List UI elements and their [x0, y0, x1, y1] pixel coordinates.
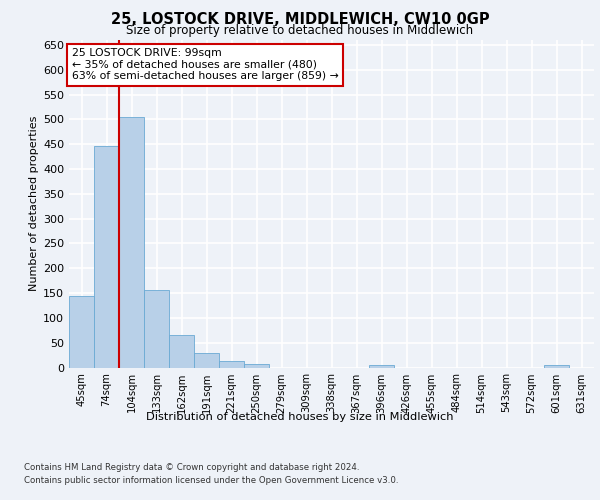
Bar — [144, 290, 169, 368]
Bar — [219, 361, 244, 368]
Bar — [69, 296, 94, 368]
Bar — [244, 364, 269, 368]
Bar — [194, 352, 219, 368]
Bar — [369, 365, 394, 368]
Y-axis label: Number of detached properties: Number of detached properties — [29, 116, 39, 292]
Text: Distribution of detached houses by size in Middlewich: Distribution of detached houses by size … — [146, 412, 454, 422]
Bar — [94, 146, 119, 368]
Text: 25, LOSTOCK DRIVE, MIDDLEWICH, CW10 0GP: 25, LOSTOCK DRIVE, MIDDLEWICH, CW10 0GP — [110, 12, 490, 28]
Bar — [169, 335, 194, 368]
Bar — [544, 365, 569, 368]
Bar — [119, 117, 144, 368]
Text: Contains public sector information licensed under the Open Government Licence v3: Contains public sector information licen… — [24, 476, 398, 485]
Text: Size of property relative to detached houses in Middlewich: Size of property relative to detached ho… — [127, 24, 473, 37]
Text: 25 LOSTOCK DRIVE: 99sqm
← 35% of detached houses are smaller (480)
63% of semi-d: 25 LOSTOCK DRIVE: 99sqm ← 35% of detache… — [71, 48, 338, 82]
Text: Contains HM Land Registry data © Crown copyright and database right 2024.: Contains HM Land Registry data © Crown c… — [24, 462, 359, 471]
